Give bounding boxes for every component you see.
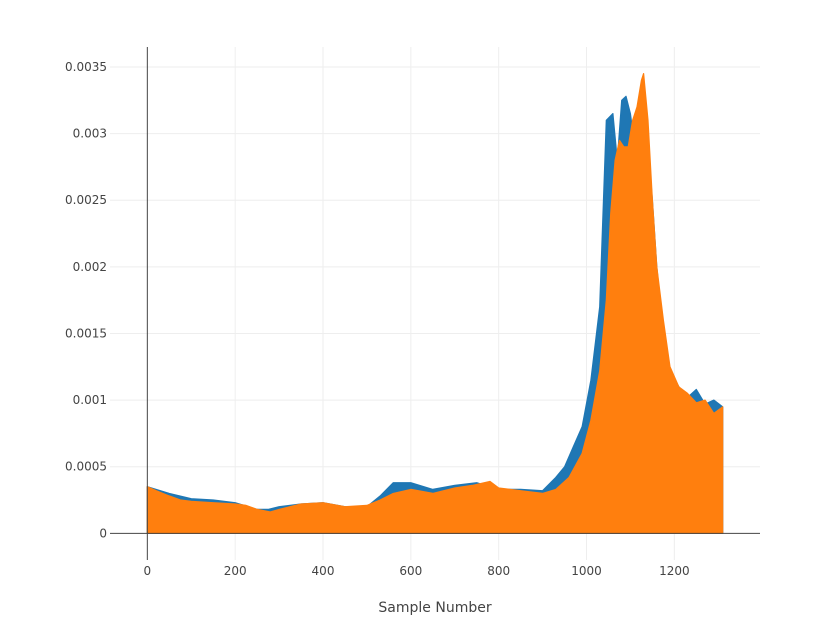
y-tick-label-7: 0.0035 — [65, 60, 107, 74]
y-tick-label-4: 0.002 — [73, 260, 107, 274]
y-tick-label-5: 0.0025 — [65, 193, 107, 207]
x-axis-title: Sample Number — [378, 600, 491, 616]
x-tick-label-1: 200 — [224, 564, 247, 578]
x-tick-label-6: 1200 — [659, 564, 690, 578]
y-tick-labels: 0 0.0005 0.001 0.0015 0.002 0.0025 0.003 0.0035 — [65, 60, 107, 540]
x-tick-labels: 0 200 400 600 800 1000 1200 — [144, 564, 690, 578]
x-tick-label-2: 400 — [312, 564, 335, 578]
x-tick-label-4: 800 — [487, 564, 510, 578]
axes — [110, 47, 760, 560]
y-tick-label-3: 0.0015 — [65, 326, 107, 340]
x-tick-label-3: 600 — [399, 564, 422, 578]
y-tick-label-1: 0.0005 — [65, 460, 107, 474]
x-tick-label-5: 1000 — [571, 564, 602, 578]
series-areas — [146, 73, 724, 534]
y-tick-label-6: 0.003 — [73, 127, 107, 141]
x-tick-label-0: 0 — [144, 564, 152, 578]
series-area-2 — [146, 73, 724, 534]
y-tick-label-0: 0 — [99, 526, 107, 540]
y-tick-label-2: 0.001 — [73, 393, 107, 407]
